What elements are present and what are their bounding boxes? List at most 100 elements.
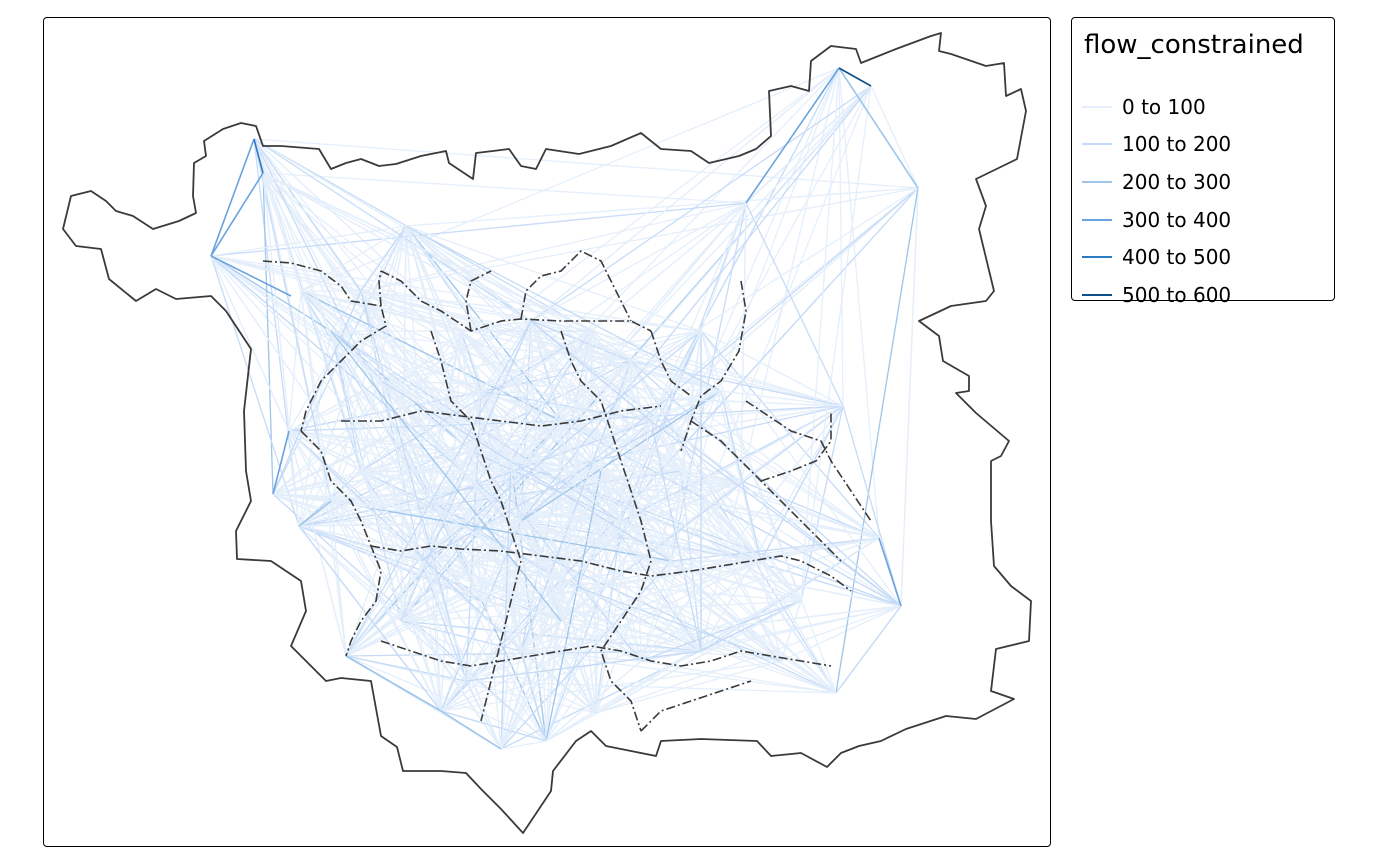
flow-line — [590, 330, 682, 472]
flow-line — [650, 420, 762, 562]
flow-line — [590, 202, 747, 332]
flow-line — [878, 537, 902, 607]
flow-line — [460, 330, 682, 472]
flow-line — [272, 430, 290, 495]
district-boundary — [760, 411, 832, 482]
flow-line — [253, 138, 300, 527]
flow-line — [210, 255, 472, 452]
flow-line — [360, 225, 407, 472]
flow-line — [530, 320, 652, 422]
flow-line — [440, 420, 652, 712]
flow-line — [640, 600, 802, 662]
flow-line — [345, 360, 632, 657]
flow-line — [210, 255, 562, 582]
flow-line — [210, 255, 362, 292]
flow-line — [300, 290, 347, 657]
flow-line — [470, 450, 602, 472]
flow-line — [745, 202, 844, 407]
flow-line — [835, 605, 902, 694]
district-boundary — [370, 545, 852, 592]
flow-line — [360, 290, 682, 472]
flow-line — [500, 740, 547, 750]
flow-line — [800, 405, 844, 602]
flow-line — [210, 225, 407, 257]
flow-line — [465, 600, 482, 682]
flow-line — [900, 187, 919, 607]
flow-line — [520, 85, 872, 522]
flow-line — [330, 330, 632, 362]
flow-line — [560, 580, 597, 714]
flow-line — [360, 225, 407, 292]
flow-line — [360, 290, 562, 582]
flow-line — [262, 172, 632, 362]
flow-line — [595, 660, 782, 714]
flow-line — [420, 560, 442, 712]
flow-line — [298, 525, 402, 622]
flow-line — [405, 225, 522, 522]
flow-line — [288, 430, 502, 750]
district-boundaries — [262, 250, 872, 732]
flow-line — [345, 187, 919, 657]
district-boundary — [560, 330, 652, 732]
flow-line — [520, 650, 837, 694]
flow-line — [630, 360, 642, 662]
flow-line — [590, 330, 602, 472]
flow-line — [720, 390, 802, 602]
flow-line — [360, 290, 422, 562]
flow-line — [465, 470, 682, 682]
flow-line — [300, 290, 562, 422]
flow-line — [520, 650, 547, 742]
flow-line — [470, 450, 622, 522]
flow-line — [530, 320, 642, 662]
flow-line — [530, 320, 762, 562]
flow-line — [420, 480, 742, 562]
flow-line — [595, 420, 652, 714]
flow-line — [330, 330, 642, 662]
flow-line — [330, 330, 362, 472]
flow-line — [720, 390, 844, 407]
flow-line — [288, 290, 302, 432]
flow-line — [500, 520, 522, 750]
flow-line — [253, 138, 919, 189]
flow-line — [800, 85, 872, 602]
flow-line — [330, 330, 482, 602]
flow-line — [345, 330, 592, 657]
legend-swatch — [1082, 106, 1112, 108]
flow-line — [330, 500, 622, 522]
flow-line — [272, 493, 432, 502]
flow-line — [460, 330, 502, 750]
legend-label: 500 to 600 — [1122, 283, 1232, 307]
flow-line — [440, 680, 467, 712]
flow-line — [380, 380, 472, 452]
flow-line — [460, 330, 672, 562]
flow-line — [630, 360, 762, 562]
legend-title: flow_constrained — [1084, 30, 1304, 60]
flow-line — [440, 187, 919, 712]
district-boundary — [690, 420, 842, 562]
flow-line — [595, 605, 902, 714]
flow-line — [430, 500, 622, 522]
flow-line — [440, 710, 547, 742]
flow-line — [760, 405, 844, 562]
flow-line — [630, 330, 702, 362]
flow-line — [298, 525, 442, 712]
flow-line — [405, 225, 722, 392]
flow-line — [298, 450, 472, 527]
flow-line — [780, 605, 902, 662]
flow-line — [670, 390, 722, 562]
flow-line — [300, 290, 512, 462]
flow-line — [298, 500, 332, 527]
flow-line — [210, 255, 512, 462]
flow-line — [288, 430, 562, 582]
flow-line — [480, 330, 592, 392]
flow-line — [530, 67, 840, 322]
flow-line — [530, 320, 702, 652]
district-boundary — [465, 270, 492, 332]
flow-line — [400, 560, 762, 622]
flow-line — [520, 520, 802, 602]
flow-line — [500, 520, 622, 750]
legend-item: 0 to 100 — [1082, 92, 1327, 122]
flow-line — [545, 660, 642, 742]
legend-swatch — [1082, 256, 1112, 258]
region-outer-boundary — [62, 32, 1032, 834]
